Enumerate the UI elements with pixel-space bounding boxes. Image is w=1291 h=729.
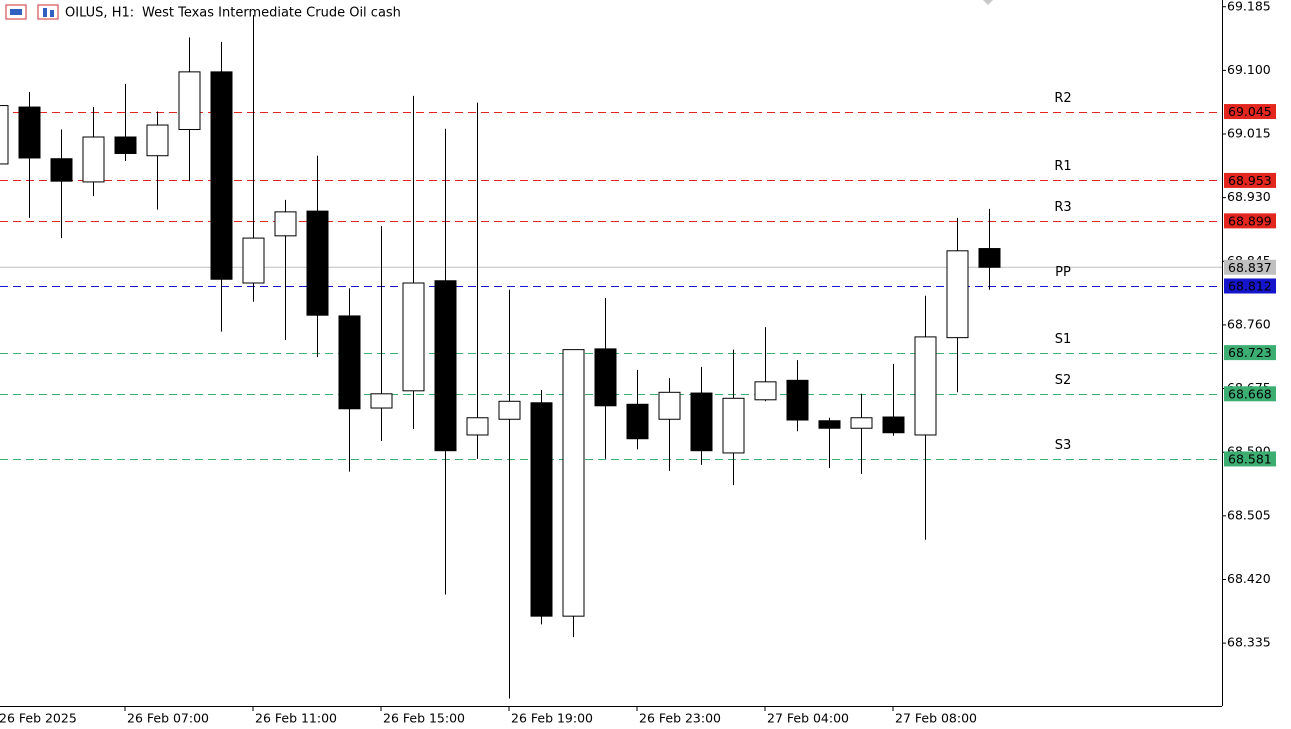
candle-body — [946, 250, 969, 339]
icon — [43, 8, 47, 17]
candle-body — [146, 124, 169, 157]
pivot-name: S2 — [1055, 373, 1072, 388]
icon — [10, 9, 22, 15]
candle-body — [434, 280, 457, 452]
icon — [37, 4, 59, 20]
candle-body — [402, 282, 425, 392]
y-tick-label: 68.420 — [1227, 571, 1271, 586]
x-tick-label: 26 Feb 2025 — [0, 711, 77, 726]
y-tick-label: 68.760 — [1227, 316, 1271, 331]
x-tick-label: 26 Feb 07:00 — [127, 711, 209, 726]
price-label: 68.953 — [1228, 173, 1272, 188]
candle-body — [594, 348, 617, 407]
candle-body — [882, 416, 905, 434]
price-label-box — [1224, 345, 1276, 361]
price-label: 69.045 — [1228, 104, 1272, 119]
candle-body — [754, 381, 777, 401]
candle-body — [658, 391, 681, 420]
price-label: 68.812 — [1228, 278, 1272, 293]
symbol: OILUS, H1: — [65, 6, 134, 21]
x-tick-label: 26 Feb 11:00 — [255, 711, 337, 726]
candle-body — [274, 211, 297, 237]
y-tick-label: 68.505 — [1227, 507, 1271, 522]
price-label-box — [1224, 172, 1276, 188]
candle-body — [338, 315, 361, 410]
pivot-name: PP — [1055, 265, 1071, 280]
candle-body — [498, 400, 521, 420]
price-label: 68.723 — [1228, 345, 1272, 360]
pivot-name: R3 — [1054, 200, 1071, 215]
pivot-name: S1 — [1055, 332, 1072, 347]
x-tick-label: 27 Feb 08:00 — [895, 711, 977, 726]
y-tick-label: 69.185 — [1227, 0, 1271, 13]
candle-body — [210, 71, 233, 280]
price-label: 68.899 — [1228, 213, 1272, 228]
candle-body — [914, 336, 937, 436]
candle-body — [850, 417, 873, 429]
price-label-box — [1224, 451, 1276, 467]
price-label-box — [1224, 213, 1276, 229]
price-label: 68.668 — [1228, 386, 1272, 401]
candle-body — [786, 379, 809, 421]
pivot-name: S3 — [1055, 438, 1072, 453]
candle-body — [114, 136, 137, 154]
candle-body — [978, 248, 1001, 268]
x-tick-label: 26 Feb 15:00 — [383, 711, 465, 726]
header: OILUS, H1: West Texas Intermediate Crude… — [5, 4, 401, 21]
candle-body — [82, 136, 105, 183]
candle-body — [626, 403, 649, 440]
candle-body — [178, 71, 201, 131]
price-label: 68.837 — [1228, 260, 1272, 275]
x-tick-label: 26 Feb 23:00 — [639, 711, 721, 726]
icon — [5, 4, 27, 20]
chart-title: West Texas Intermediate Crude Oil cash — [142, 6, 401, 21]
candle-body — [722, 397, 745, 454]
y-tick-label: 69.100 — [1227, 62, 1271, 77]
candle-body — [50, 158, 73, 182]
x-tick-label: 27 Feb 04:00 — [767, 711, 849, 726]
candle-body — [370, 393, 393, 409]
icon — [50, 10, 54, 17]
y-tick-label: 68.930 — [1227, 189, 1271, 204]
price-label-box — [1224, 278, 1276, 294]
price-label-box — [1224, 259, 1276, 275]
price-label: 68.581 — [1228, 451, 1272, 466]
x-tick-label: 26 Feb 19:00 — [511, 711, 593, 726]
price-label-box — [1224, 104, 1276, 120]
candle-body — [306, 210, 329, 316]
y-tick-label: 69.015 — [1227, 126, 1271, 141]
pivot-name: R2 — [1054, 91, 1071, 106]
candle-body — [562, 349, 585, 617]
y-tick-label: 68.335 — [1227, 635, 1271, 650]
candle-body — [0, 105, 9, 165]
candle-body — [18, 106, 41, 159]
shift-marker — [983, 0, 993, 5]
candle-body — [690, 392, 713, 452]
candle-body — [466, 417, 489, 436]
candle-body — [818, 420, 841, 429]
price-label-box — [1224, 386, 1276, 402]
candle-body — [242, 237, 265, 284]
pivot-name: R1 — [1054, 159, 1071, 174]
candle-body — [530, 402, 553, 617]
